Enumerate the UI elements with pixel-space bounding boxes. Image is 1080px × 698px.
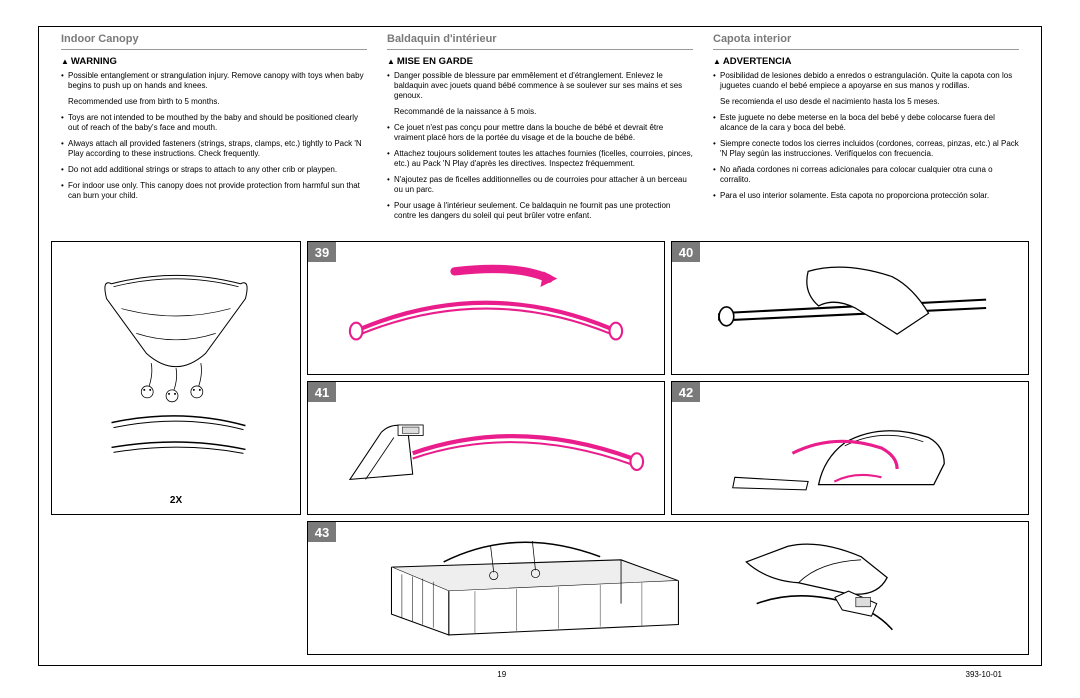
step-42-illustration — [672, 382, 1028, 514]
step-41-illustration — [308, 382, 664, 514]
divider — [387, 49, 693, 50]
page-number: 19 — [497, 670, 506, 679]
parts-illustration — [52, 242, 300, 514]
warning-icon: ▲ — [61, 58, 69, 66]
step-39: 39 — [307, 241, 665, 375]
warning-icon: ▲ — [713, 58, 721, 66]
step-40: 40 — [671, 241, 1029, 375]
warning-heading-es: ▲ ADVERTENCIA — [713, 56, 1019, 67]
page-frame: Indoor Canopy ▲ WARNING Possible entangl… — [38, 26, 1042, 666]
section-title-es: Capota interior — [713, 33, 1019, 45]
divider — [713, 49, 1019, 50]
warning-heading-fr: ▲ MISE EN GARDE — [387, 56, 693, 67]
bullet: N'ajoutez pas de ficelles additionnelles… — [387, 175, 693, 195]
bullet: Este juguete no debe meterse en la boca … — [713, 113, 1019, 133]
bullet: Pour usage à l'intérieur seulement. Ce b… — [387, 201, 693, 221]
warning-label: WARNING — [71, 56, 117, 67]
warning-list-es: Posibilidad de lesiones debido a enredos… — [713, 71, 1019, 91]
column-en: Indoor Canopy ▲ WARNING Possible entangl… — [51, 33, 377, 227]
manual-page: Indoor Canopy ▲ WARNING Possible entangl… — [0, 0, 1080, 698]
bullet: Ce jouet n'est pas conçu pour mettre dan… — [387, 123, 693, 143]
step-43-illustration — [308, 522, 1028, 654]
warning-label: MISE EN GARDE — [397, 56, 473, 67]
step-40-illustration — [672, 242, 1028, 374]
step-41: 41 — [307, 381, 665, 515]
recommendation-en: Recommended use from birth to 5 months. — [61, 97, 367, 107]
warning-columns: Indoor Canopy ▲ WARNING Possible entangl… — [39, 27, 1041, 235]
bullet: Do not add additional strings or straps … — [61, 165, 367, 175]
column-fr: Baldaquin d'intérieur ▲ MISE EN GARDE Da… — [377, 33, 703, 227]
bullet: Danger possible de blessure par emmêleme… — [387, 71, 693, 101]
section-title-fr: Baldaquin d'intérieur — [387, 33, 693, 45]
recommendation-fr: Recommandé de la naissance à 5 mois. — [387, 107, 693, 117]
bullet: Possible entanglement or strangulation i… — [61, 71, 367, 91]
warning-list-fr-cont: Ce jouet n'est pas conçu pour mettre dan… — [387, 123, 693, 221]
warning-label: ADVERTENCIA — [723, 56, 792, 67]
warning-list-es-cont: Este juguete no debe meterse en la boca … — [713, 113, 1019, 201]
step-number: 43 — [308, 522, 336, 542]
bullet: Attachez toujours solidement toutes les … — [387, 149, 693, 169]
recommendation-es: Se recomienda el uso desde el nacimiento… — [713, 97, 1019, 107]
document-code: 393-10-01 — [966, 670, 1002, 679]
step-43: 43 — [307, 521, 1029, 655]
diagram-grid: 2X 39 40 — [39, 235, 1041, 665]
bullet: Posibilidad de lesiones debido a enredos… — [713, 71, 1019, 91]
page-footer: 19 393-10-01 — [38, 666, 1042, 679]
bullet: Always attach all provided fasteners (st… — [61, 139, 367, 159]
warning-heading-en: ▲ WARNING — [61, 56, 367, 67]
quantity-label: 2X — [170, 495, 182, 506]
warning-list-en: Possible entanglement or strangulation i… — [61, 71, 367, 91]
bullet: No añada cordones ni correas adicionales… — [713, 165, 1019, 185]
divider — [61, 49, 367, 50]
step-number: 41 — [308, 382, 336, 402]
bullet: Toys are not intended to be mouthed by t… — [61, 113, 367, 133]
step-39-illustration — [308, 242, 664, 374]
step-number: 40 — [672, 242, 700, 262]
warning-list-en-cont: Toys are not intended to be mouthed by t… — [61, 113, 367, 201]
bullet: Para el uso interior solamente. Esta cap… — [713, 191, 1019, 201]
step-number: 39 — [308, 242, 336, 262]
column-es: Capota interior ▲ ADVERTENCIA Posibilida… — [703, 33, 1029, 227]
step-42: 42 — [671, 381, 1029, 515]
section-title-en: Indoor Canopy — [61, 33, 367, 45]
bullet: For indoor use only. This canopy does no… — [61, 181, 367, 201]
parts-diagram: 2X — [51, 241, 301, 515]
warning-icon: ▲ — [387, 58, 395, 66]
bullet: Siempre conecte todos los cierres inclui… — [713, 139, 1019, 159]
step-number: 42 — [672, 382, 700, 402]
warning-list-fr: Danger possible de blessure par emmêleme… — [387, 71, 693, 101]
